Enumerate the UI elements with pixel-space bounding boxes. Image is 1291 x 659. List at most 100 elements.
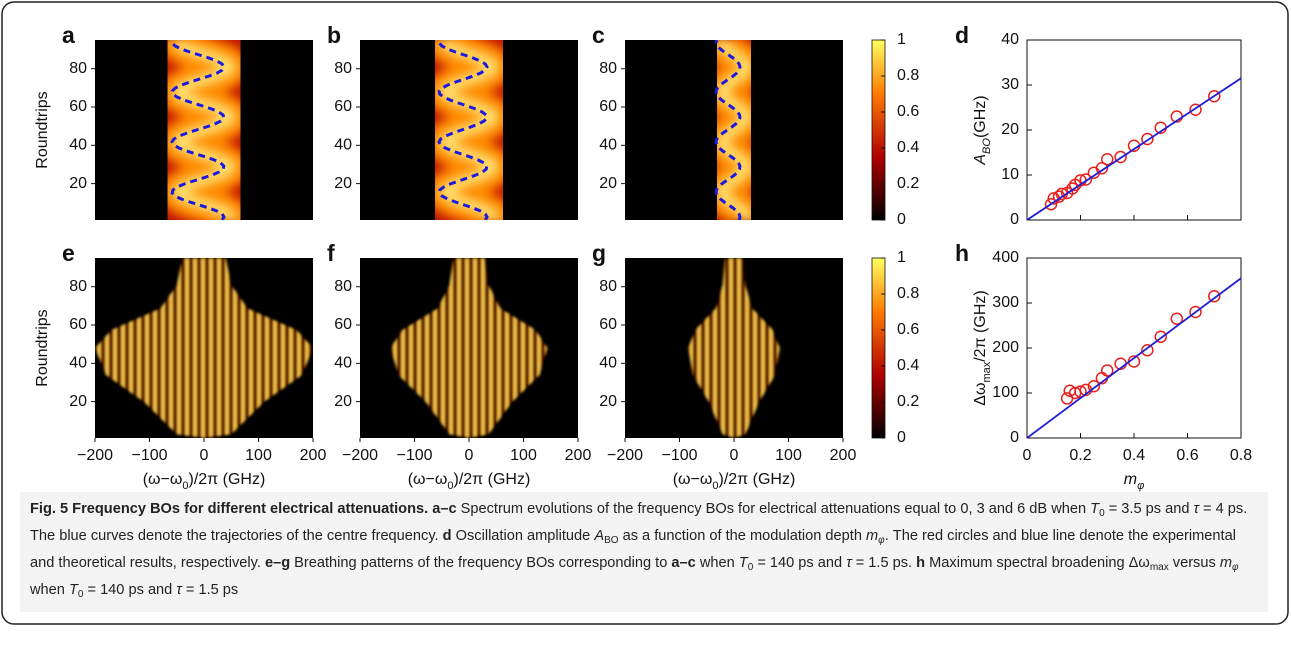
- subscript: 0: [712, 480, 718, 492]
- panel-letter: h: [955, 240, 969, 266]
- caption-text: = 1.5 ps.: [851, 555, 917, 571]
- panel-letter: e: [62, 240, 75, 266]
- x-tick-label: −100: [396, 447, 432, 464]
- y-tick-label: 20: [599, 175, 617, 192]
- caption-text: T: [738, 555, 748, 571]
- subscript: 0: [447, 480, 453, 492]
- data-point: [1189, 305, 1202, 319]
- heatmap-image: [95, 40, 313, 220]
- data-point: [1087, 380, 1101, 393]
- caption-text: Fig. 5 Frequency BOs for different elect…: [30, 501, 429, 517]
- data-point: [1208, 90, 1221, 103]
- y-tick-label: 0.4: [897, 357, 919, 374]
- y-tick-label: 0.8: [897, 67, 919, 84]
- x-tick-label: 100: [775, 447, 802, 464]
- y-axis-label: Δωmax/2π (GHz): [972, 290, 993, 405]
- y-tick-label: 0.2: [897, 175, 919, 192]
- y-tick-label: 60: [599, 98, 617, 115]
- caption-text: = 140 ps and: [83, 582, 177, 598]
- y-tick-label: 60: [334, 98, 352, 115]
- glow-core: [715, 40, 753, 220]
- caption-text: 0: [1099, 508, 1105, 519]
- caption-text: d: [442, 528, 452, 544]
- caption-text: . The red circles and blue line denote t…: [30, 528, 1236, 571]
- x-tick-label: 0: [730, 447, 739, 464]
- y-tick-label: 0: [1010, 429, 1019, 446]
- caption-text: τ: [846, 555, 852, 571]
- panel-letter: g: [592, 240, 606, 266]
- heatmap-image: [95, 258, 313, 438]
- x-tick-label: 200: [830, 447, 857, 464]
- caption-text: T: [1090, 501, 1100, 517]
- caption-text: A: [594, 528, 605, 544]
- data-point: [1060, 392, 1074, 405]
- y-tick-label: 300: [992, 294, 1019, 311]
- x-tick-label: −100: [131, 447, 167, 464]
- trajectory: [437, 40, 489, 220]
- data-point: [1170, 312, 1184, 325]
- y-tick-label: 40: [599, 137, 617, 154]
- stripes: [390, 258, 548, 438]
- x-tick-label: −200: [342, 447, 378, 464]
- y-tick-label: 60: [334, 316, 352, 333]
- x-axis-label: (ω−ω0)/2π (GHz): [408, 471, 531, 492]
- x-tick-label: −200: [607, 447, 643, 464]
- panel-letter: f: [327, 240, 335, 266]
- panel-letter: b: [327, 22, 341, 48]
- data-point: [1052, 190, 1066, 203]
- y-tick-label: 40: [1001, 31, 1019, 48]
- subscript: BO: [981, 138, 993, 154]
- y-tick-label: 0.8: [897, 285, 919, 302]
- panel-letter: c: [592, 22, 605, 48]
- label-part: (ω−ω: [143, 471, 183, 488]
- x-tick-label: 0.6: [1176, 447, 1198, 464]
- theory-line: [1027, 277, 1241, 438]
- caption-text: T: [68, 582, 78, 598]
- x-tick-label: 0.4: [1123, 447, 1145, 464]
- y-tick-label: 60: [69, 98, 87, 115]
- data-point: [1101, 364, 1114, 377]
- y-tick-label: 40: [334, 137, 352, 154]
- caption-text: h: [916, 555, 926, 571]
- y-tick-label: 200: [992, 339, 1019, 356]
- caption-text: Breathing patterns of the frequency BOs …: [290, 555, 672, 571]
- x-tick-label: 200: [565, 447, 592, 464]
- label-part: (GHz): [972, 95, 989, 138]
- label-part: /2π (GHz): [972, 290, 989, 361]
- panel-letter: a: [62, 22, 75, 48]
- x-tick-label: 100: [510, 447, 537, 464]
- label-part: )/2π (GHz): [188, 471, 265, 488]
- caption-text: = 140 ps and: [753, 555, 847, 571]
- caption: Fig. 5 Frequency BOs for different elect…: [20, 492, 1268, 612]
- caption-text: when: [695, 555, 739, 571]
- y-tick-label: 60: [69, 316, 87, 333]
- y-tick-label: 20: [69, 393, 87, 410]
- y-tick-label: 60: [599, 316, 617, 333]
- heatmap-image: [625, 40, 843, 220]
- x-tick-label: 200: [300, 447, 327, 464]
- heatmap-image: [360, 40, 578, 220]
- heatmap-image: [360, 258, 578, 438]
- label-part: )/2π (GHz): [453, 471, 530, 488]
- subscript: max: [981, 361, 993, 382]
- y-tick-label: 40: [599, 355, 617, 372]
- caption-text: φ: [1232, 562, 1239, 573]
- glow-core: [170, 40, 238, 220]
- caption-text: a–c: [428, 501, 457, 517]
- y-tick-label: 20: [334, 393, 352, 410]
- x-tick-label: −100: [661, 447, 697, 464]
- data-point: [1095, 162, 1109, 175]
- y-tick-label: 40: [69, 355, 87, 372]
- caption-text: = 4 ps. The blue curves denote the traje…: [30, 501, 1248, 544]
- data-point: [1141, 344, 1154, 357]
- trajectory: [714, 40, 742, 220]
- x-tick-label: −200: [77, 447, 113, 464]
- y-axis-label: Roundtrips: [34, 309, 51, 386]
- x-axis-label: (ω−ω0)/2π (GHz): [143, 471, 266, 492]
- data-point: [1044, 198, 1058, 211]
- caption-text: = 3.5 ps and: [1104, 501, 1194, 517]
- caption-text: max: [1149, 562, 1169, 573]
- colorbar: [871, 257, 886, 439]
- heatmap-image: [625, 258, 843, 438]
- colorbar: [871, 39, 886, 221]
